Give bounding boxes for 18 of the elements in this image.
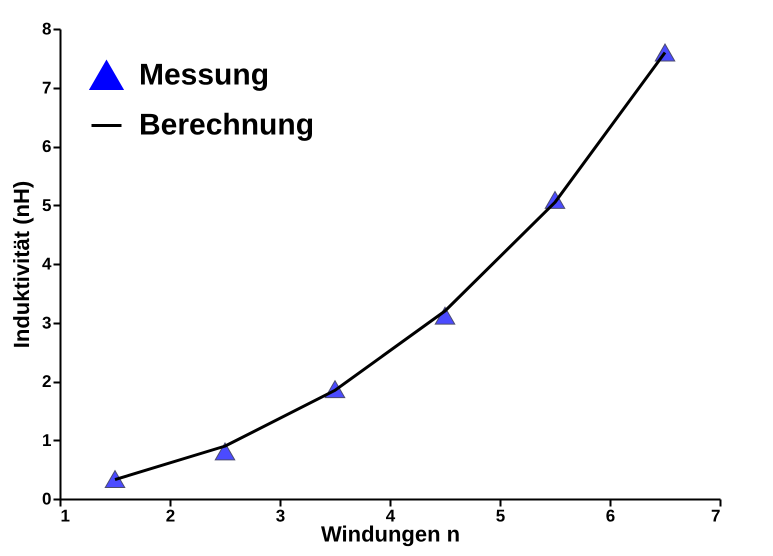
x-tick-label: 7 xyxy=(711,506,720,526)
x-tick-label: 6 xyxy=(606,506,616,526)
y-tick-label: 1 xyxy=(42,430,52,450)
y-tick-label: 3 xyxy=(42,313,52,332)
legend-label: Berechnung xyxy=(139,108,314,142)
y-axis-title: Induktivität (nH) xyxy=(9,180,34,348)
x-tick-label: 1 xyxy=(60,506,70,526)
y-tick-label: 0 xyxy=(42,490,52,508)
y-tick-label: 4 xyxy=(42,254,52,274)
x-tick-label: 3 xyxy=(276,506,286,526)
y-tick-label: 5 xyxy=(42,196,52,215)
y-tick-label: 2 xyxy=(42,372,52,391)
legend-label: Messung xyxy=(139,58,270,92)
y-tick-label: 7 xyxy=(42,78,52,98)
x-tick-label: 2 xyxy=(166,506,176,526)
y-tick-label: 8 xyxy=(42,20,52,38)
x-tick-label: 5 xyxy=(496,506,506,526)
y-tick-label: 6 xyxy=(42,137,52,156)
